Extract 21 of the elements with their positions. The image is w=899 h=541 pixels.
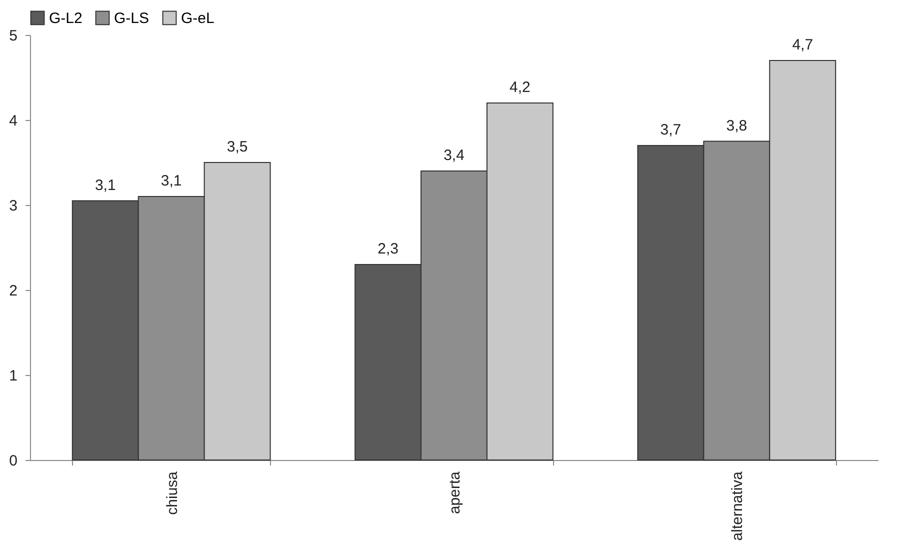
data-label: 3,1	[160, 172, 182, 190]
legend-label: G-eL	[181, 10, 214, 27]
data-label: 3,5	[226, 138, 248, 156]
data-label: 3,8	[726, 117, 748, 134]
y-tick-label: 3	[9, 198, 18, 214]
data-label: 3,1	[94, 176, 116, 194]
x-tick-label: aperta	[446, 470, 464, 514]
y-tick-label: 5	[9, 28, 18, 44]
legend-label: G-L2	[49, 10, 82, 27]
data-label: 4,2	[510, 79, 530, 96]
data-label: 3,7	[660, 122, 682, 138]
y-tick-label: 4	[9, 112, 18, 130]
data-label: 2,3	[378, 240, 398, 258]
x-tick-label: alternativa	[729, 470, 746, 541]
legend-label: G-LS	[114, 10, 150, 27]
y-tick-label: 2	[9, 282, 18, 300]
y-tick-label: 1	[9, 368, 18, 384]
y-tick-label: 0	[9, 452, 18, 470]
data-label: 3,4	[444, 147, 464, 164]
x-tick-label: chiusa	[164, 470, 181, 515]
data-label: 4,7	[792, 36, 814, 54]
